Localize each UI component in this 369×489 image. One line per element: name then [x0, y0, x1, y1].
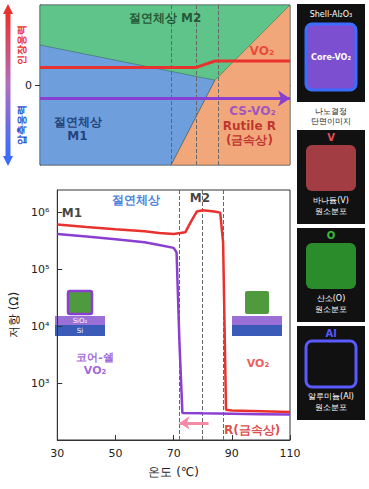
- svg-text:10⁵: 10⁵: [31, 263, 49, 276]
- svg-text:절연체상: 절연체상: [112, 193, 160, 207]
- svg-text:10⁶: 10⁶: [31, 206, 50, 219]
- svg-text:VO₂: VO₂: [84, 364, 107, 377]
- svg-text:산소(O): 산소(O): [317, 294, 346, 303]
- svg-text:V: V: [327, 132, 335, 143]
- svg-text:바나듐(V): 바나듐(V): [313, 196, 349, 205]
- svg-text:30: 30: [50, 447, 64, 460]
- svg-text:10³: 10³: [31, 377, 49, 390]
- svg-text:나노결정: 나노결정: [315, 107, 347, 116]
- svg-text:Al: Al: [325, 328, 336, 339]
- svg-text:절연체상: 절연체상: [54, 115, 102, 129]
- svg-text:M1: M1: [62, 206, 82, 220]
- svg-text:(금속상): (금속상): [226, 133, 273, 147]
- svg-text:R(금속상): R(금속상): [224, 423, 280, 437]
- svg-text:M1: M1: [67, 129, 87, 143]
- svg-text:CS-VO₂: CS-VO₂: [229, 104, 275, 118]
- svg-text:원소분포: 원소분포: [315, 305, 347, 314]
- svg-text:70: 70: [167, 447, 181, 460]
- svg-text:온도 (℃): 온도 (℃): [148, 465, 199, 479]
- svg-text:50: 50: [108, 447, 122, 460]
- svg-text:원소분포: 원소분포: [315, 207, 347, 216]
- svg-text:인장응력: 인장응력: [16, 25, 27, 65]
- svg-text:압축응력: 압축응력: [16, 105, 27, 145]
- svg-text:SiO₂: SiO₂: [73, 317, 88, 325]
- svg-text:M2: M2: [190, 191, 210, 205]
- svg-text:단면이미지: 단면이미지: [311, 117, 351, 126]
- svg-text:VO₂: VO₂: [247, 357, 270, 370]
- svg-text:O: O: [327, 230, 336, 241]
- svg-text:VO₂: VO₂: [250, 44, 275, 58]
- svg-text:0: 0: [25, 79, 32, 92]
- svg-text:Shell-Al₂O₃: Shell-Al₂O₃: [310, 10, 353, 19]
- svg-text:원소분포: 원소분포: [315, 403, 347, 412]
- svg-text:Rutile R: Rutile R: [223, 119, 276, 133]
- svg-text:Core-VO₂: Core-VO₂: [311, 53, 351, 62]
- svg-text:코어-쉘: 코어-쉘: [76, 351, 114, 364]
- svg-text:알루미늄(Al): 알루미늄(Al): [308, 392, 354, 401]
- svg-text:90: 90: [225, 447, 239, 460]
- svg-text:10⁴: 10⁴: [31, 320, 50, 333]
- svg-text:Si: Si: [77, 327, 83, 335]
- svg-text:저항 (Ω): 저항 (Ω): [7, 292, 21, 338]
- svg-text:절연체상 M2: 절연체상 M2: [129, 11, 201, 25]
- svg-text:110: 110: [280, 447, 301, 460]
